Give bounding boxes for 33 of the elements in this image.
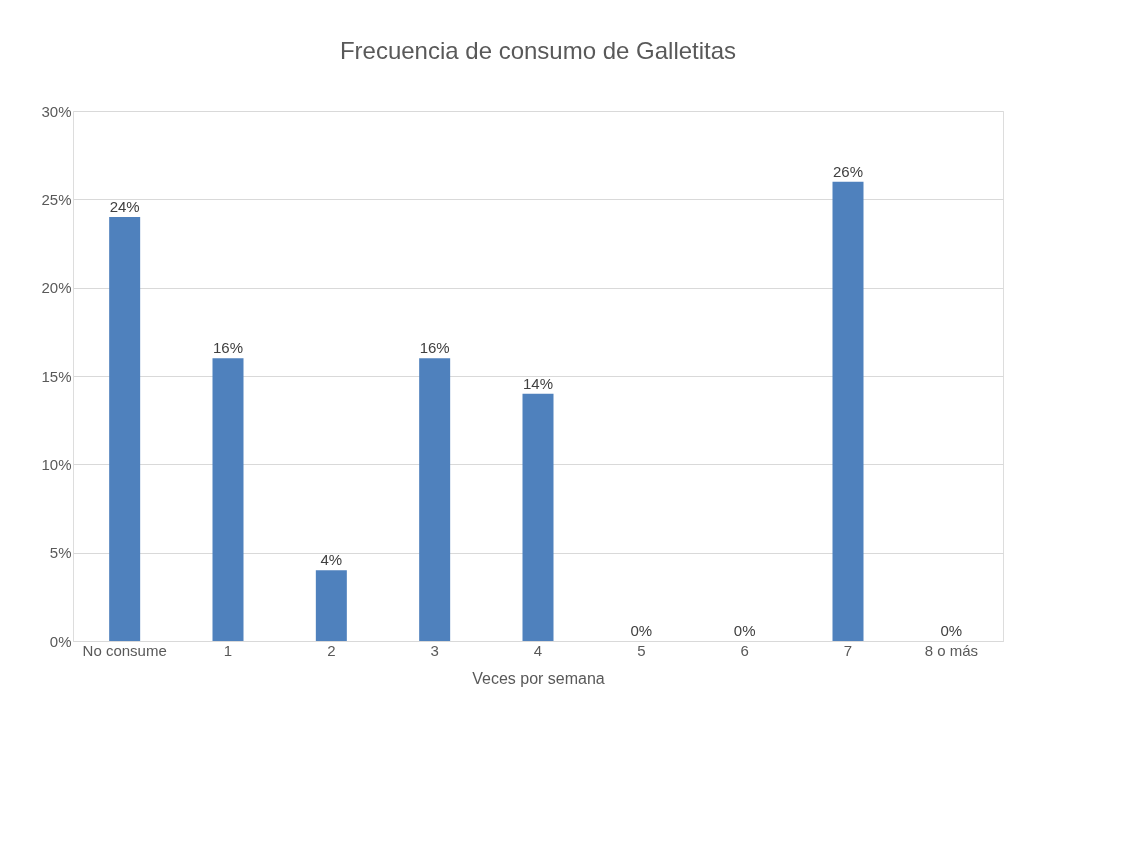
y-tick-label: 15% (41, 367, 72, 385)
bar (832, 181, 864, 641)
data-label: 14% (522, 374, 554, 392)
x-tick-label: 8 o más (924, 641, 979, 659)
x-tick-label: 3 (430, 641, 439, 659)
data-label: 16% (212, 339, 244, 357)
chart-title: Frecuencia de consumo de Galletitas (339, 37, 737, 64)
data-label: 0% (733, 622, 756, 639)
y-tick-label: 10% (41, 455, 72, 473)
x-tick-label: No consume (82, 641, 167, 659)
data-label: 24% (109, 198, 140, 215)
data-label: 0% (630, 622, 653, 639)
bar (522, 393, 554, 641)
bar (419, 358, 451, 641)
bar (315, 570, 347, 641)
y-tick-label: 25% (41, 190, 72, 208)
y-tick-label: 0% (49, 632, 72, 650)
y-tick-label: 30% (41, 102, 72, 120)
data-label: 26% (832, 162, 864, 180)
x-tick-label: 6 (740, 641, 749, 659)
x-tick-label: 5 (637, 641, 646, 659)
x-tick-label: 1 (223, 641, 233, 659)
y-tick-label: 20% (41, 279, 72, 297)
bar (212, 358, 244, 641)
x-tick-label: 7 (843, 641, 853, 659)
bar (109, 217, 141, 641)
x-tick-label: 4 (533, 641, 543, 659)
x-tick-label: 2 (327, 641, 336, 659)
data-label: 16% (419, 339, 450, 357)
data-label: 4% (320, 551, 343, 569)
y-tick-label: 5% (49, 544, 72, 562)
x-axis-title: Veces por semana (472, 669, 605, 687)
data-label: 0% (940, 622, 963, 639)
